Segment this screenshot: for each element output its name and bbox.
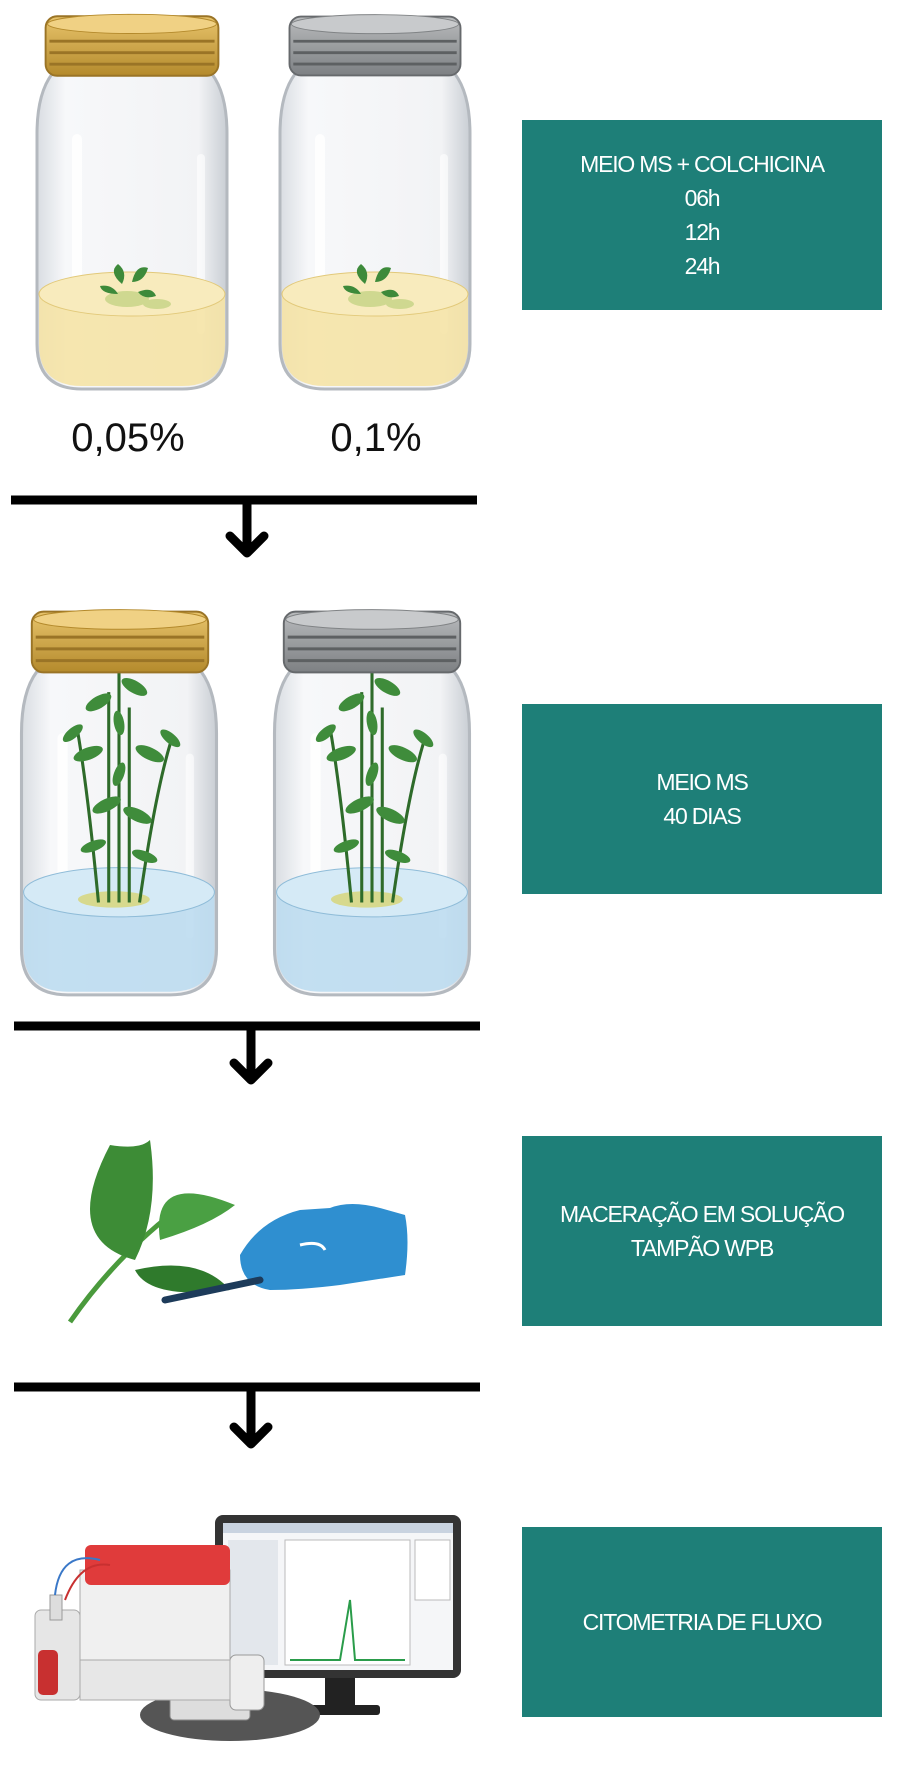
step-text: 24h [685,249,720,283]
step-text: MEIO MS + COLCHICINA [580,147,824,181]
jar-pair-2 [22,610,470,995]
flow-cytometer [35,1515,461,1741]
step-text: 12h [685,215,720,249]
leaf-maceration [70,1140,408,1322]
step-text: TAMPÃO WPB [631,1231,773,1265]
concentration-label: 0,1% [276,416,476,461]
step-text: 06h [685,181,720,215]
jar-pair-1 [37,14,470,389]
step-text: 40 DIAS [663,799,740,833]
concentration-label: 0,05% [28,416,228,461]
step-text: MACERAÇÃO EM SOLUÇÃO [560,1197,844,1231]
step-box: CITOMETRIA DE FLUXO [522,1527,882,1717]
diagram: {"jars": {"labels": ["0,05%", "0,1%"]}, … [0,0,898,1768]
step-text: CITOMETRIA DE FLUXO [583,1605,822,1639]
page: Diagram html, body { margin: 0; padding:… [0,0,898,1768]
step-text: MEIO MS [656,765,747,799]
